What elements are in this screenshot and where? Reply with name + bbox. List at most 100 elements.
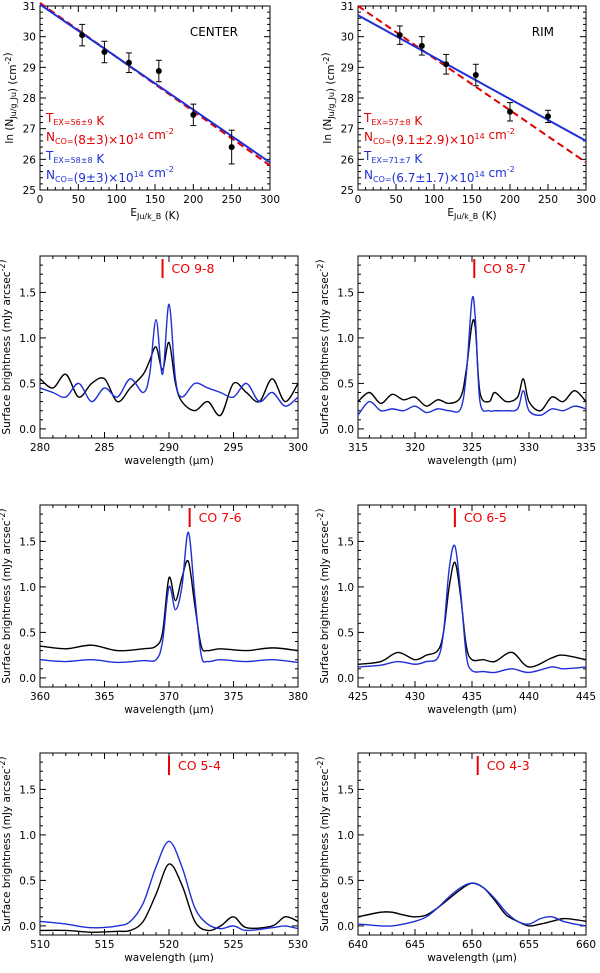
text-run: T: [363, 111, 372, 125]
plot-frame: [357, 752, 587, 936]
data-point: [125, 59, 132, 66]
subscript: CO=: [55, 175, 74, 184]
data-point: [228, 144, 235, 151]
fit-line: [357, 5, 587, 164]
x-axis-label: wavelength (μm): [427, 952, 517, 964]
y-tick-label: 30: [341, 32, 354, 44]
subscript: Ju/k_B: [453, 212, 478, 221]
superscript: -2: [0, 761, 7, 769]
y-axis-label: ln (NJu/g_Ju) (cm-2): [2, 52, 19, 143]
text-run: N: [46, 130, 55, 144]
spectrum-black: [357, 318, 587, 412]
transition-label: CO 5-4: [178, 758, 221, 773]
y-tick-label: 30: [23, 32, 36, 44]
text-run: (K): [161, 210, 179, 222]
plot-frame: [39, 504, 299, 688]
chart-panel-4: 315 320 325 330 335 0.0 0.5 1.0 1.5 wavelength (μ…: [314, 255, 596, 467]
subscript: EX=57±8: [371, 118, 410, 127]
data-point: [190, 111, 197, 118]
text-run: K: [411, 152, 424, 166]
text-run: T: [45, 111, 54, 125]
transition-label: CO 9-8: [172, 261, 215, 276]
y-axis-label: Surface brightness (mJy arcsec-2): [0, 508, 13, 683]
spectrum-black: [39, 341, 299, 417]
superscript: -2: [507, 127, 515, 136]
y-tick-label: 0.0: [337, 673, 354, 685]
y-tick-label: 0.5: [19, 875, 36, 887]
x-tick-label: 0: [355, 194, 362, 206]
y-tick-label: 0.0: [19, 424, 36, 436]
chart-panel-6: 425 430 435 440 445 0.0 0.5 1.0 1.5 wavelength (μ…: [314, 504, 596, 716]
x-tick-label: 380: [288, 691, 308, 703]
text-run: wavelength (μm): [124, 704, 214, 716]
x-tick-label: 280: [30, 442, 50, 454]
data-point: [101, 49, 108, 55]
x-tick-label: 365: [94, 691, 114, 703]
x-tick-label: 370: [159, 691, 179, 703]
subscript: Ju/g_Ju: [9, 92, 18, 120]
chart-panel-3: 280 285 290 295 300 0.0 0.5 1.0 1.5 wavelength (μ…: [0, 255, 308, 467]
superscript: 14: [475, 132, 485, 141]
x-tick-label: 200: [183, 194, 203, 206]
y-tick-label: 0.0: [337, 921, 354, 933]
x-axis-label: EJu/k_B (K): [130, 207, 179, 222]
text-run: cm: [485, 128, 507, 142]
text-run: (6.7±1.7)×10: [392, 171, 475, 185]
annotation-text: TEX=58±8 K: [45, 149, 105, 166]
data-point: [507, 108, 513, 115]
transition-label: CO 4-3: [487, 758, 530, 773]
transition-label: CO 6-5: [464, 510, 507, 525]
y-tick-label: 31: [23, 1, 36, 13]
data-point: [545, 113, 551, 120]
text-run: K: [93, 152, 106, 166]
spectrum-blue: [39, 303, 299, 407]
x-axis-label: wavelength (μm): [427, 704, 517, 716]
text-run: Surface brightness (mJy arcsec: [1, 271, 13, 434]
y-axis-label: Surface brightness (mJy arcsec-2): [314, 508, 331, 683]
text-run: ): [314, 756, 326, 760]
y-tick-label: 29: [341, 62, 354, 74]
text-run: (9.1±2.9)×10: [392, 133, 475, 147]
y-tick-label: 29: [23, 62, 36, 74]
spectrum-black: [39, 559, 299, 652]
text-run: N: [364, 168, 373, 182]
x-tick-label: 50: [72, 194, 85, 206]
plot-frame: [357, 255, 587, 439]
subscript: Ju/k_B: [136, 212, 161, 221]
superscript: -2: [166, 127, 174, 136]
superscript: -2: [166, 165, 174, 174]
y-axis-label: Surface brightness (mJy arcsec-2): [0, 259, 13, 434]
text-run: Surface brightness (mJy arcsec: [319, 768, 331, 931]
superscript: 14: [134, 170, 144, 179]
annotation-text: NCO=(8±3)×1014 cm-2: [46, 127, 174, 147]
x-axis-label: wavelength (μm): [124, 455, 214, 467]
y-tick-label: 0.5: [19, 627, 36, 639]
x-tick-label: 330: [519, 442, 539, 454]
y-tick-label: 0.5: [337, 378, 354, 390]
y-tick-label: 1.0: [337, 582, 354, 594]
y-tick-label: 0.5: [337, 875, 354, 887]
text-run: ): [0, 756, 8, 760]
text-run: E: [130, 207, 137, 219]
spectrum-blue: [357, 295, 587, 417]
y-tick-label: 1.0: [19, 830, 36, 842]
x-tick-label: 510: [30, 939, 50, 951]
transition-label: CO 8-7: [483, 261, 526, 276]
text-run: ): [2, 52, 14, 56]
annotation-text: NCO=(9.1±2.9)×1014 cm-2: [364, 127, 515, 147]
subscript: Ju/g_Ju: [327, 92, 336, 120]
x-tick-label: 640: [348, 939, 368, 951]
text-run: T: [45, 149, 54, 163]
y-axis-label: Surface brightness (mJy arcsec-2): [314, 259, 331, 434]
y-axis-label: ln (NJu/g_Ju) (cm-2): [320, 52, 337, 143]
spectrum-blue: [39, 531, 299, 664]
annotation-text: NCO=(6.7±1.7)×1014 cm-2: [364, 165, 515, 185]
x-tick-label: 530: [288, 939, 308, 951]
y-tick-label: 1.0: [19, 582, 36, 594]
x-tick-label: 325: [462, 442, 482, 454]
annotation-text: TEX=56±9 K: [45, 111, 105, 128]
x-tick-label: 150: [145, 194, 165, 206]
text-run: ln (N: [322, 119, 334, 144]
plot-frame: [39, 255, 299, 439]
text-run: cm: [485, 166, 507, 180]
